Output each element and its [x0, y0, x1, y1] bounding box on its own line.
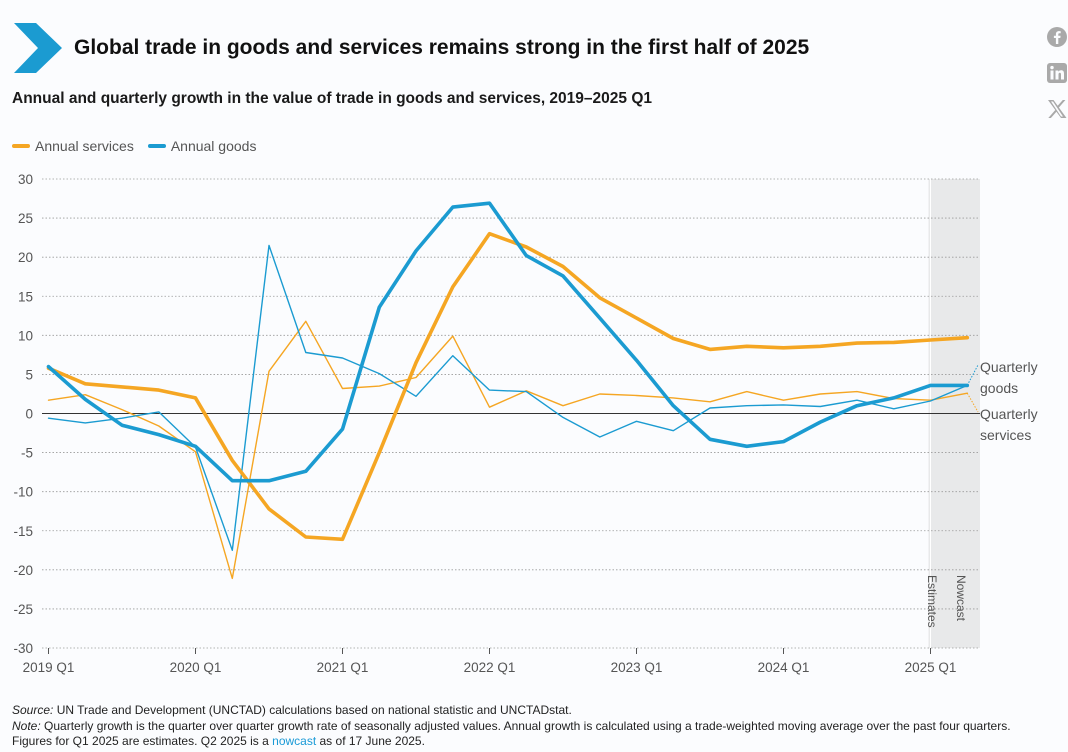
chart-title: Global trade in goods and services remai… [74, 36, 810, 59]
x-tick-label: 2025 Q1 [905, 660, 957, 675]
band-label-nowcast: Nowcast [954, 575, 968, 622]
end-label-quarterly-services: Quarterly [980, 406, 1038, 422]
facebook-icon[interactable] [1046, 26, 1068, 48]
y-tick-label: -10 [13, 485, 33, 500]
chevron-logo-icon [14, 23, 62, 73]
x-tick-label: 2023 Q1 [611, 660, 663, 675]
y-tick-label: 15 [18, 289, 33, 304]
legend-label-services: Annual services [35, 138, 134, 154]
y-tick-label: 5 [25, 367, 33, 382]
series-line-quarterly-goods[interactable] [47, 244, 968, 551]
legend-item-goods[interactable]: Annual goods [147, 138, 257, 154]
chart-subtitle: Annual and quarterly growth in the value… [12, 90, 652, 107]
source-note: Source: UN Trade and Development (UNCTAD… [12, 703, 572, 717]
legend-label-goods: Annual goods [170, 138, 257, 154]
x-tick-label: 2020 Q1 [170, 660, 222, 675]
x-icon[interactable] [1046, 98, 1068, 120]
series-line-annual-goods[interactable] [46, 201, 970, 483]
linkedin-icon[interactable] [1046, 62, 1068, 84]
chart-legend: Annual services Annual goods [12, 138, 270, 154]
y-tick-label: -25 [13, 602, 33, 617]
x-tick-label: 2021 Q1 [317, 660, 369, 675]
band-label-estimates: Estimates [925, 575, 939, 628]
end-label-quarterly-services: services [980, 427, 1031, 443]
chart-header: Global trade in goods and services remai… [14, 22, 809, 74]
series-line-annual-services[interactable] [46, 231, 970, 542]
series-line-quarterly-services[interactable] [47, 320, 968, 580]
end-label-quarterly-goods: goods [980, 380, 1018, 396]
y-tick-label: -20 [13, 563, 33, 578]
y-tick-label: -15 [13, 524, 33, 539]
social-share-bar [1046, 26, 1068, 134]
y-tick-label: 30 [18, 172, 33, 187]
y-tick-label: 0 [25, 407, 33, 422]
x-tick-label: 2024 Q1 [758, 660, 810, 675]
y-tick-label: 25 [18, 211, 33, 226]
x-tick-label: 2022 Q1 [464, 660, 516, 675]
services-label-leader [966, 392, 979, 413]
line-chart: 30 25 20 15 10 5 0 -5 -10 -15 -20 -25 -30 2019 Q1 2020… [13, 172, 1038, 675]
y-tick-label: 20 [18, 250, 33, 265]
x-tick-label: 2019 Q1 [23, 660, 75, 675]
legend-item-services[interactable]: Annual services [12, 138, 134, 154]
chart-footer: Source: UN Trade and Development (UNCTAD… [12, 703, 1052, 750]
goods-label-leader [966, 364, 979, 386]
method-note: Note: Quarterly growth is the quarter ov… [12, 718, 1011, 749]
end-label-quarterly-goods: Quarterly [980, 359, 1038, 375]
y-tick-label: -30 [13, 641, 33, 656]
legend-swatch-services [12, 144, 30, 148]
nowcast-link[interactable]: nowcast [272, 734, 317, 748]
y-tick-label: -5 [21, 446, 33, 461]
legend-swatch-goods [147, 144, 166, 148]
y-tick-label: 10 [18, 328, 33, 343]
